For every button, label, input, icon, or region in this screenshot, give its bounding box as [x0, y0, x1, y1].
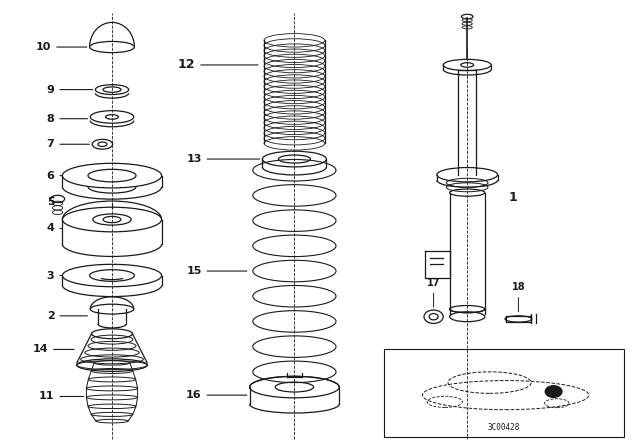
Text: 10: 10 — [36, 42, 87, 52]
Text: 17: 17 — [427, 278, 440, 307]
Text: 3C00428: 3C00428 — [488, 423, 520, 432]
Text: 8: 8 — [47, 114, 88, 124]
Text: 11: 11 — [39, 392, 84, 401]
Text: 18: 18 — [511, 282, 525, 312]
Text: 3: 3 — [47, 271, 62, 280]
Text: 2: 2 — [47, 311, 88, 321]
Text: 6: 6 — [47, 171, 62, 181]
Circle shape — [545, 386, 562, 397]
Text: 5: 5 — [47, 198, 62, 207]
Text: 4: 4 — [47, 224, 62, 233]
Text: 1: 1 — [509, 190, 518, 204]
Text: 13: 13 — [186, 154, 260, 164]
Text: 16: 16 — [186, 390, 247, 400]
Text: 7: 7 — [47, 139, 90, 149]
Text: 12: 12 — [178, 58, 258, 72]
Text: 15: 15 — [186, 266, 247, 276]
Text: 9: 9 — [47, 85, 93, 95]
Text: 14: 14 — [33, 345, 74, 354]
